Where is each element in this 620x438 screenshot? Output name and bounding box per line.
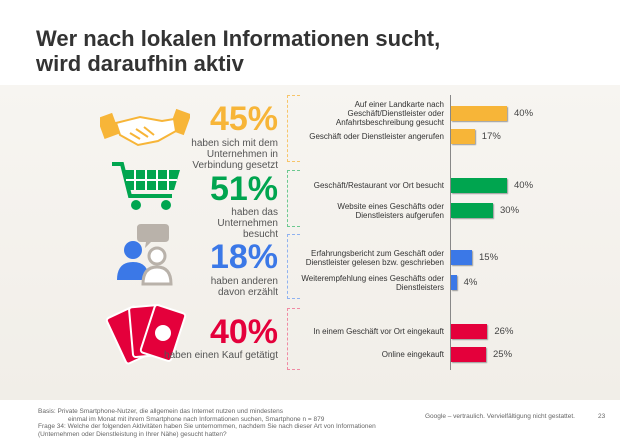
bar-value-label: 26%: [494, 326, 514, 337]
bar-value-label: 40%: [514, 180, 534, 191]
bar-value-label: 17%: [481, 131, 501, 142]
handshake-icon: [100, 108, 190, 147]
bar-value-label: 15%: [479, 252, 499, 263]
bar-label: Website eines Geschäfts oder Dienstleist…: [337, 201, 444, 220]
bracket-visit: [287, 170, 300, 227]
bar-label: Auf einer Landkarte nach Geschäft/Dienst…: [335, 100, 444, 127]
bar-label: Weiterempfehlung eines Geschäfts oder Di…: [301, 273, 444, 292]
group-pct-visit: 51%: [209, 170, 278, 208]
bar-label: Erfahrungsbericht zum Geschäft oder Dien…: [305, 248, 444, 267]
bar: [451, 178, 507, 193]
bracket-tell: [287, 234, 300, 299]
bar-value-label: 30%: [500, 205, 520, 216]
bracket-buy: [287, 308, 300, 370]
content-band: [0, 85, 620, 400]
money-icon: [105, 303, 187, 365]
bar-value-label: 4%: [463, 277, 478, 288]
group-pct-buy: 40%: [209, 313, 278, 351]
bar-value-label: 40%: [514, 108, 534, 119]
bar: [451, 203, 493, 218]
bar-label: Geschäft/Restaurant vor Ort besucht: [313, 181, 444, 190]
bar: [451, 106, 507, 121]
shopping-cart-icon: [112, 162, 180, 210]
group-text-tell: haben anderen davon erzählt: [210, 276, 278, 298]
page-number: 23: [598, 413, 606, 420]
group-pct-contact: 45%: [209, 100, 278, 138]
bar: [451, 129, 475, 144]
chart-axis: [450, 95, 451, 370]
confidential-note: Google – vertraulich. Vervielfältigung n…: [425, 413, 575, 420]
footer-notes: Basis: Private Smartphone-Nutzer, die al…: [38, 408, 376, 438]
bar: [451, 347, 486, 362]
bracket-contact: [287, 95, 300, 162]
bar: [451, 250, 472, 265]
bar-label: Geschäft oder Dienstleister angerufen: [309, 132, 444, 141]
group-text-buy: haben einen Kauf getätigt: [164, 350, 278, 361]
bar: [451, 324, 488, 339]
bar-label: Online eingekauft: [381, 350, 444, 359]
group-pct-tell: 18%: [209, 238, 278, 276]
bar-value-label: 25%: [493, 349, 513, 360]
slide-title: Wer nach lokalen Informationen sucht, wi…: [36, 26, 441, 76]
people-speech-icon: [117, 224, 173, 286]
bar: [451, 275, 457, 290]
bar-label: In einem Geschäft vor Ort eingekauft: [313, 327, 444, 336]
group-text-contact: haben sich mit dem Unternehmen in Verbin…: [191, 138, 278, 171]
group-text-visit: haben das Unternehmen besucht: [217, 207, 278, 240]
